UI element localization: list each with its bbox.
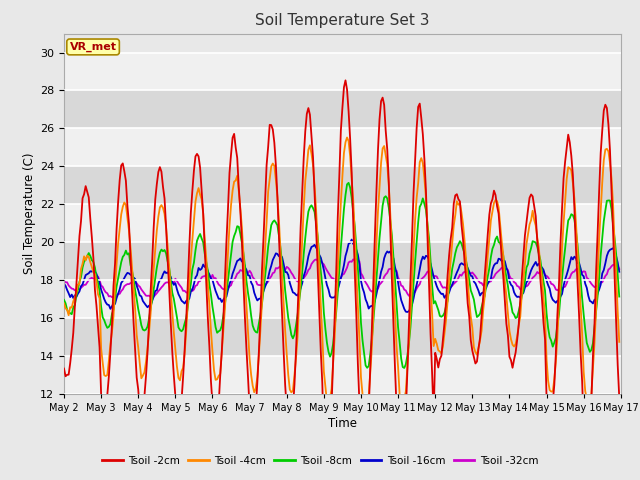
Y-axis label: Soil Temperature (C): Soil Temperature (C) (23, 153, 36, 275)
Text: VR_met: VR_met (70, 42, 116, 52)
Bar (64, 204, 621, 242)
Legend: Tsoil -2cm, Tsoil -4cm, Tsoil -8cm, Tsoil -16cm, Tsoil -32cm: Tsoil -2cm, Tsoil -4cm, Tsoil -8cm, Tsoi… (98, 452, 542, 470)
Bar (64, 166, 621, 204)
Bar (64, 128, 621, 166)
Bar (64, 52, 621, 90)
Bar (64, 242, 621, 280)
Bar (64, 90, 621, 128)
Bar (64, 318, 621, 356)
X-axis label: Time: Time (328, 417, 357, 430)
Bar (64, 280, 621, 318)
Bar (64, 356, 621, 394)
Title: Soil Temperature Set 3: Soil Temperature Set 3 (255, 13, 429, 28)
